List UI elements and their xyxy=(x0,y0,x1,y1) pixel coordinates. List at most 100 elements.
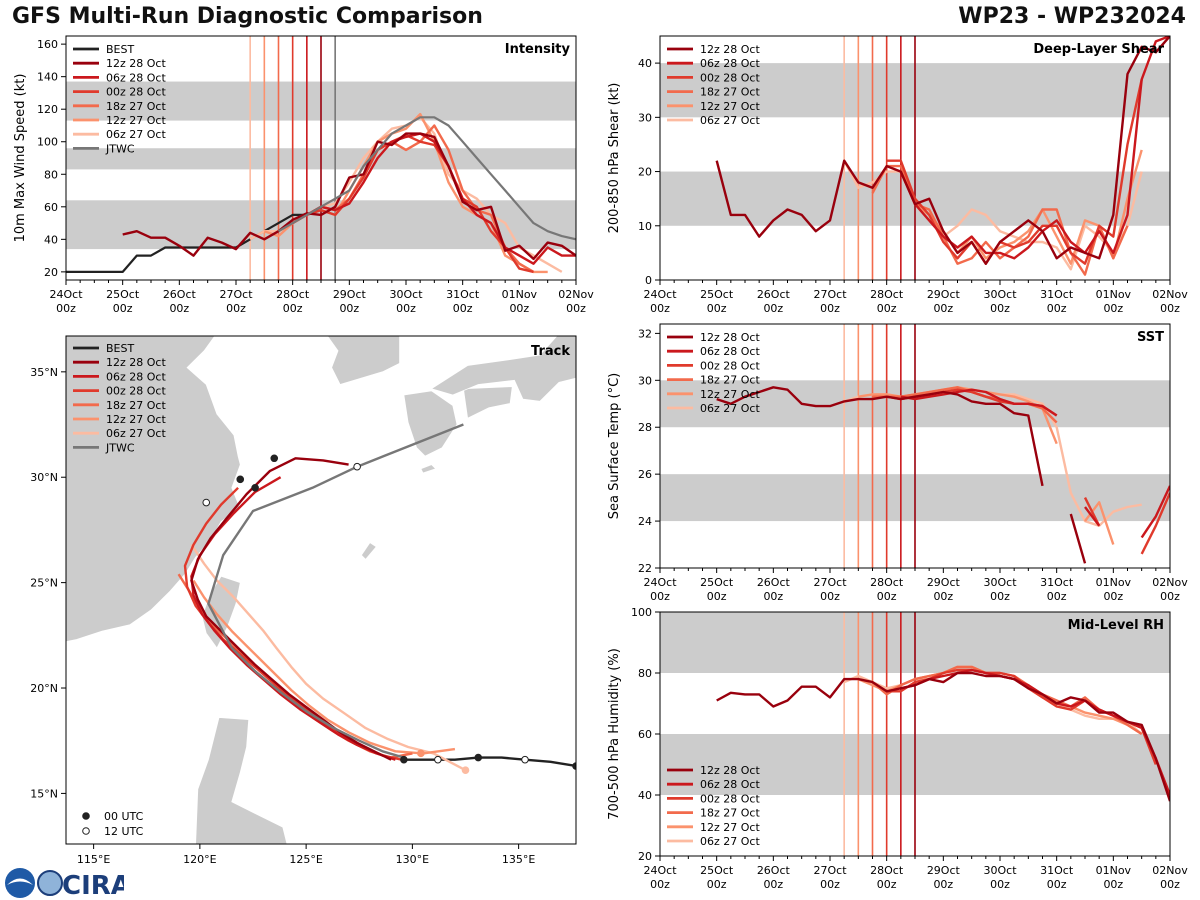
track-legend-label: BEST xyxy=(106,342,134,355)
intensity-xtick-label-hour: 00z xyxy=(566,302,586,315)
sst-xtick-label-day: 28Oct xyxy=(870,576,904,589)
shear-series-group xyxy=(715,36,1170,276)
track-legend-label: 06z 28 Oct xyxy=(106,370,166,383)
rh-xtick-label-hour: 00z xyxy=(707,878,727,891)
rh-xtick-label-day: 02Nov xyxy=(1152,864,1188,877)
rh-xtick-label-hour: 00z xyxy=(877,878,897,891)
intensity-series-group xyxy=(66,112,576,274)
rh-ytick-label: 100 xyxy=(631,606,652,619)
intensity-ytick-label: 140 xyxy=(37,71,58,84)
track-legend-label: 18z 27 Oct xyxy=(106,399,166,412)
rh-xtick-label-day: 01Nov xyxy=(1096,864,1132,877)
track-lines-group xyxy=(177,423,576,775)
shear-series-06z-27-oct xyxy=(843,160,1143,271)
sst-xtick-label-hour: 00z xyxy=(763,590,783,603)
track-marker xyxy=(434,755,442,764)
intensity-xtick-label-hour: 00z xyxy=(283,302,303,315)
track-legend-label: JTWC xyxy=(105,441,135,454)
sst-xtick-label-hour: 00z xyxy=(933,590,953,603)
sst-xtick-label-day: 27Oct xyxy=(813,576,847,589)
sst-xtick-label-day: 02Nov xyxy=(1152,576,1188,589)
sst-series-12z-28-oct xyxy=(716,386,1087,564)
track-ytick-label: 25°N xyxy=(30,577,58,590)
sst-xtick-label-day: 25Oct xyxy=(700,576,734,589)
sst-ytick-label: 28 xyxy=(638,421,652,434)
shear-legend-label: 00z 28 Oct xyxy=(700,71,760,84)
land-korea xyxy=(326,336,400,385)
rh-ytick-label: 20 xyxy=(638,850,652,863)
intensity-legend-label: 06z 27 Oct xyxy=(106,128,166,141)
shear-xtick-label-hour: 00z xyxy=(820,302,840,315)
intensity-ytick-label: 120 xyxy=(37,103,58,116)
track-legend-label: 12z 28 Oct xyxy=(106,356,166,369)
shear-xtick-label-hour: 00z xyxy=(877,302,897,315)
track-legend-label: 06z 27 Oct xyxy=(106,427,166,440)
shear-ylabel: 200-850 hPa Shear (kt) xyxy=(607,83,622,234)
intensity-xtick-label-hour: 00z xyxy=(56,302,76,315)
intensity-legend-label: 12z 27 Oct xyxy=(106,114,166,127)
track-12z-27-oct xyxy=(192,579,456,755)
shear-xtick-label-day: 26Oct xyxy=(757,288,791,301)
rh-legend-label: 12z 27 Oct xyxy=(700,821,760,834)
intensity-legend-label: BEST xyxy=(106,43,134,56)
shear-xtick-label-day: 24Oct xyxy=(643,288,677,301)
track-ytick-label: 15°N xyxy=(30,787,58,800)
track-panel: 115°E 120°E 125°E 130°E 135°E 15°N 20°N 25°N 30°… xyxy=(30,335,577,866)
rh-xtick-label-day: 31Oct xyxy=(1040,864,1074,877)
rh-xtick-label-day: 30Oct xyxy=(983,864,1017,877)
sst-xtick-label-hour: 00z xyxy=(1160,590,1180,603)
sst-legend-label: 00z 28 Oct xyxy=(700,359,760,372)
track-xtick-label: 120°E xyxy=(183,853,216,866)
rh-legend-label: 12z 28 Oct xyxy=(700,764,760,777)
track-jtwc xyxy=(207,423,464,759)
sst-xtick-label-hour: 00z xyxy=(820,590,840,603)
intensity-xtick-label-day: 28Oct xyxy=(276,288,310,301)
intensity-legend-label: JTWC xyxy=(105,142,135,155)
track-marker xyxy=(572,762,576,770)
track-marker xyxy=(202,498,211,507)
intensity-ylabel: 10m Max Wind Speed (kt) xyxy=(13,74,28,243)
intensity-xtick-label-hour: 00z xyxy=(509,302,529,315)
sst-ytick-label: 26 xyxy=(638,468,652,481)
shear-xtick-label-hour: 00z xyxy=(1160,302,1180,315)
sst-xtick-label-day: 01Nov xyxy=(1096,576,1132,589)
intensity-xtick-label-day: 25Oct xyxy=(106,288,140,301)
intensity-xtick-label-day: 30Oct xyxy=(389,288,423,301)
track-frame xyxy=(65,335,577,845)
intensity-xtick-label-day: 01Nov xyxy=(502,288,538,301)
track-ytick-label: 35°N xyxy=(30,366,58,379)
rh-series-12z-28-oct xyxy=(716,671,1170,802)
shear-series-12z-28-oct xyxy=(715,36,1170,265)
intensity-ytick-label: 80 xyxy=(44,168,58,181)
shear-legend-label: 06z 28 Oct xyxy=(700,57,760,70)
track-marker xyxy=(474,753,483,762)
rh-ytick-label: 60 xyxy=(638,728,652,741)
shear-legend-label: 12z 27 Oct xyxy=(700,100,760,113)
intensity-xtick-label-hour: 00z xyxy=(453,302,473,315)
shear-panel: 24Oct00z25Oct00z26Oct00z27Oct00z28Oct00z… xyxy=(607,35,1188,315)
rh-series-06z-27-oct xyxy=(843,668,1143,735)
track-marker-legend-symbol xyxy=(82,827,90,835)
land-luzon xyxy=(195,717,288,844)
shear-ytick-label: 10 xyxy=(638,220,652,233)
rh-xtick-label-day: 26Oct xyxy=(757,864,791,877)
shear-xtick-label-day: 25Oct xyxy=(700,288,734,301)
shear-xtick-label-hour: 00z xyxy=(990,302,1010,315)
shear-xtick-label-day: 27Oct xyxy=(813,288,847,301)
rh-legend-label: 06z 27 Oct xyxy=(700,835,760,848)
sst-xtick-label-hour: 00z xyxy=(650,590,670,603)
cira-globe-icon xyxy=(37,870,63,896)
rh-panel: 24Oct00z25Oct00z26Oct00z27Oct00z28Oct00z… xyxy=(607,606,1188,891)
intensity-xtick-label-day: 27Oct xyxy=(219,288,253,301)
shear-xtick-label-day: 30Oct xyxy=(983,288,1017,301)
rh-title: Mid-Level RH xyxy=(1068,618,1164,633)
sst-legend-label: 18z 27 Oct xyxy=(700,374,760,387)
sst-legend-label: 12z 28 Oct xyxy=(700,331,760,344)
track-marker xyxy=(353,462,361,471)
shear-xtick-label-hour: 00z xyxy=(1047,302,1067,315)
intensity-xtick-label-hour: 00z xyxy=(396,302,416,315)
intensity-panel: 24Oct00z25Oct00z26Oct00z27Oct00z28Oct00z… xyxy=(13,35,594,315)
noaa-logo-icon xyxy=(5,868,35,898)
intensity-ytick-label: 20 xyxy=(44,266,58,279)
sst-xtick-label-day: 26Oct xyxy=(757,576,791,589)
